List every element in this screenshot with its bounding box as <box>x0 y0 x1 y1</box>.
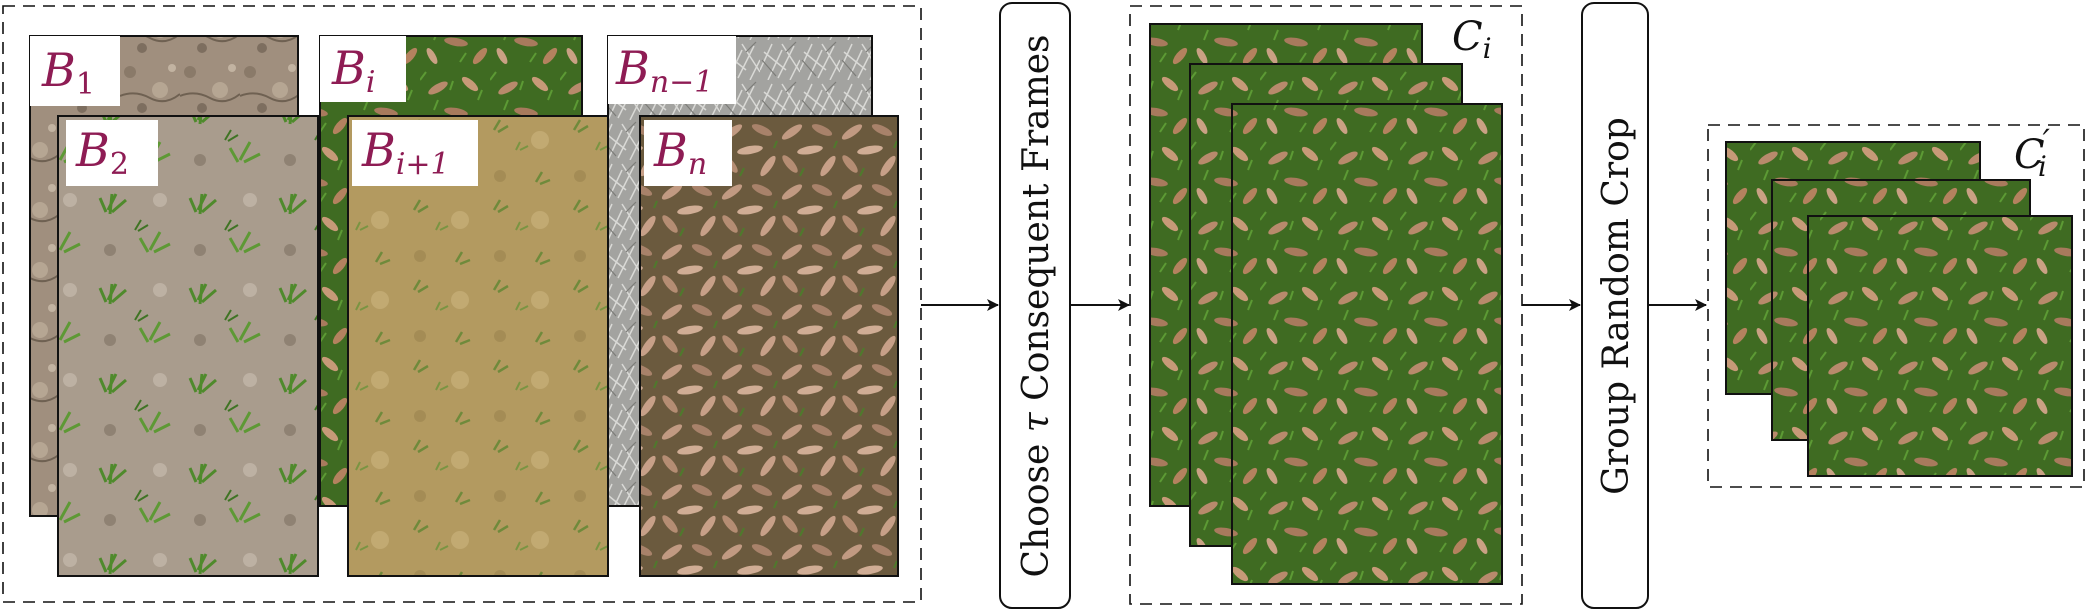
frame-bn <box>639 115 899 577</box>
label-bn: Bn <box>653 123 707 182</box>
label-bg-b2 <box>66 120 158 186</box>
label-bg-bn <box>644 120 732 186</box>
label-bg-b1 <box>30 36 120 106</box>
label-bg-bi <box>320 36 406 102</box>
label-bg-bn1 <box>608 36 736 104</box>
label-bi1: Bi+1 <box>361 123 450 182</box>
label-bi: Bi <box>331 41 375 100</box>
frame-bi1 <box>347 115 609 577</box>
label-b2: B2 <box>75 123 129 182</box>
label-bn1: Bn−1 <box>615 41 713 100</box>
label-bg-bi1 <box>352 120 478 186</box>
clip-label: Ci <box>1452 14 1492 65</box>
label-b1: B1 <box>41 43 95 102</box>
choose-frames-label: Choose τ Consequent Frames <box>1016 34 1057 577</box>
group-random-crop-label: Group Random Crop <box>1596 117 1637 495</box>
cropped-clip-box <box>1707 124 2085 488</box>
cropped-clip-label: C′ i <box>2014 122 2051 183</box>
cropped-frame-3 <box>1807 215 2073 477</box>
clip-frame-3 <box>1231 103 1503 585</box>
frame-b2 <box>57 115 319 577</box>
source-frames-box <box>2 5 922 603</box>
